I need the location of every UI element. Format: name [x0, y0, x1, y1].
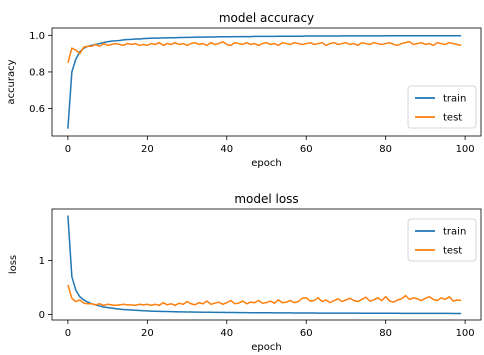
legend-entry-train: train [443, 227, 466, 238]
legend: train test [407, 218, 477, 262]
y-axis-label: accuracy [6, 59, 17, 104]
x-axis-label: epoch [251, 342, 281, 353]
legend-box [407, 85, 477, 129]
series-line-test [67, 40, 462, 63]
series-line-train [67, 34, 462, 129]
plot-frame [51, 208, 482, 321]
x-axis-label: epoch [251, 158, 281, 169]
legend-entry-test: test [443, 246, 462, 257]
loss-chart: model loss 0 20 40 60 80 100 0 1 epoch loss train te… [8, 192, 482, 353]
x-tick-label: 80 [379, 144, 392, 155]
plot-frame [51, 27, 482, 137]
x-tick-label: 20 [141, 144, 154, 155]
x-tick-label: 40 [220, 328, 233, 339]
x-tick-label: 20 [141, 328, 154, 339]
x-tick-label: 100 [456, 328, 475, 339]
x-tick-label: 40 [220, 144, 233, 155]
legend: train test [407, 85, 477, 129]
y-tick-label: 1 [39, 256, 45, 267]
legend-entry-test: test [443, 113, 462, 124]
x-tick-label: 0 [65, 328, 71, 339]
chart-title: model accuracy [219, 11, 314, 25]
x-tick-label: 100 [456, 144, 475, 155]
chart-title: model loss [234, 192, 298, 206]
y-tick-label: 0.6 [29, 104, 45, 115]
y-axis-label: loss [8, 255, 19, 274]
legend-box [407, 218, 477, 262]
legend-entry-train: train [443, 94, 466, 105]
x-tick-label: 0 [65, 144, 71, 155]
series-line-test [67, 284, 462, 307]
y-tick-label: 1.0 [29, 31, 45, 42]
x-tick-label: 60 [300, 328, 313, 339]
x-tick-label: 60 [300, 144, 313, 155]
y-tick-label: 0 [39, 310, 45, 321]
accuracy-chart: model accuracy 0 20 40 60 80 100 0.6 0.8 1.0 epoch… [6, 11, 482, 169]
y-tick-label: 0.8 [29, 67, 45, 78]
x-tick-label: 80 [379, 328, 392, 339]
series-line-train [67, 215, 462, 315]
